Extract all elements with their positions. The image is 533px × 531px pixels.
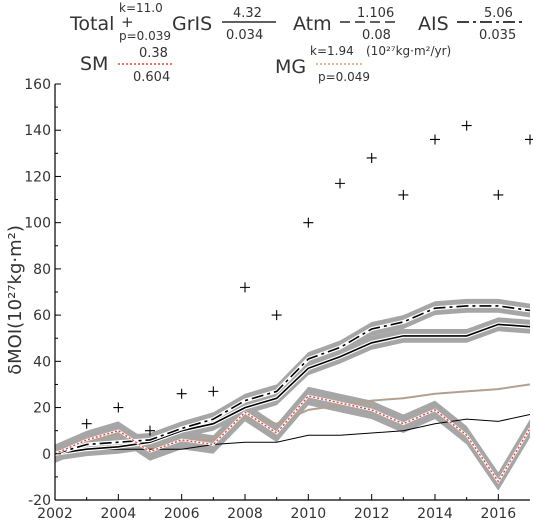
legend-total-marker: + xyxy=(121,13,134,31)
legend-gris-k: 4.32 xyxy=(233,6,262,21)
x-tick-label: 2004 xyxy=(101,506,137,522)
legend-mg-units: (10²⁷kg·m²/yr) xyxy=(366,44,451,58)
legend-ais-name: AIS xyxy=(418,13,449,35)
total-marker xyxy=(493,189,504,200)
legend-total-name: Total xyxy=(69,13,114,35)
total-marker xyxy=(430,134,440,145)
x-tick-label: 2010 xyxy=(291,506,327,522)
total-marker xyxy=(113,402,124,413)
y-tick-label: 0 xyxy=(42,447,51,463)
x-tick-label: 2016 xyxy=(481,506,517,522)
x-tick-label: 2008 xyxy=(227,506,263,522)
legend-mg-k: k=1.94 xyxy=(310,44,354,58)
total-marker xyxy=(208,386,219,397)
y-tick-label: 60 xyxy=(33,308,51,324)
y-tick-label: 80 xyxy=(33,262,51,278)
legend-total-p: p=0.039 xyxy=(119,29,171,43)
total-marker xyxy=(303,217,314,228)
legend-mg-name: MG xyxy=(275,56,306,78)
total-marker xyxy=(145,425,155,436)
legend-ais-k: 5.06 xyxy=(484,6,513,21)
total-marker xyxy=(366,152,377,163)
y-tick-label: 120 xyxy=(24,169,51,185)
legend-sm-p: 0.604 xyxy=(133,70,170,85)
total-marker xyxy=(271,310,282,321)
y-axis-label: δMOI(10²⁷kg·m²) xyxy=(5,225,26,375)
total-marker xyxy=(81,418,92,429)
x-tick-label: 2006 xyxy=(164,506,200,522)
total-marker xyxy=(461,120,472,131)
legend-ais-p: 0.035 xyxy=(479,28,516,43)
x-tick-label: 2002 xyxy=(37,506,73,522)
y-tick-label: 40 xyxy=(33,354,51,370)
y-tick-label: 20 xyxy=(33,401,51,417)
y-tick-label: 160 xyxy=(24,77,51,93)
legend-gris-name: GrIS xyxy=(172,13,212,35)
legend-atm-k: 1.106 xyxy=(357,6,394,21)
total-marker xyxy=(335,178,345,189)
legend-sm-k: 0.38 xyxy=(139,46,168,61)
legend-total-k: k=11.0 xyxy=(119,1,163,15)
legend-atm-name: Atm xyxy=(293,13,332,35)
series-gris-line xyxy=(54,323,531,455)
plot-area xyxy=(54,120,533,491)
axes: -20 0 20 40 60 80 100 120 140 160 2002 2004 2006 2008… xyxy=(24,77,530,522)
x-tick-label: 2014 xyxy=(417,506,453,522)
y-tick-label: 140 xyxy=(24,123,51,139)
total-marker xyxy=(240,282,250,293)
legend-sm-name: SM xyxy=(80,53,108,75)
series-sm-line xyxy=(54,395,531,483)
legend-mg-p: p=0.049 xyxy=(318,70,370,84)
legend-atm-p: 0.08 xyxy=(362,28,391,43)
total-marker xyxy=(525,134,533,145)
x-tick-label: 2012 xyxy=(354,506,390,522)
total-marker xyxy=(176,388,187,399)
y-tick-label: 100 xyxy=(24,216,51,232)
legend-gris-p: 0.034 xyxy=(226,28,263,43)
y-tick-label: -20 xyxy=(28,493,51,509)
total-marker xyxy=(398,189,409,200)
series-gris-band xyxy=(55,317,530,461)
legend: Total k=11.0 + p=0.039 GrIS 4.32 0.034 A… xyxy=(69,1,522,85)
series-sm-band xyxy=(55,386,530,491)
